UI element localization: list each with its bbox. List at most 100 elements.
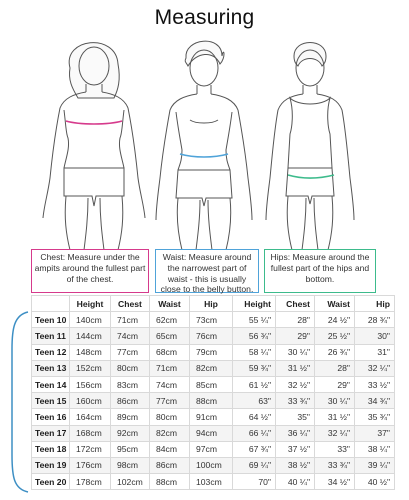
table-cell: 32 ¼" [314,424,355,442]
table-cell: 80cm [149,408,190,426]
measuring-figures-illustration [42,40,355,250]
size-label: Teen 19 [31,456,70,475]
table-cell: 59 ¾" [232,359,276,377]
table-cell: 76cm [189,327,233,345]
table-cell: 30 ¼" [314,392,355,410]
table-cell: 176cm [69,456,111,475]
table-cell: 34 ¾" [354,392,395,410]
table-cell: 55 ¼" [232,311,276,329]
table-row: Teen 17 168cm 92cm 82cm 94cm 66 ¼" 36 ¼" 32 ¼" 3… [31,424,395,442]
table-cell: 97cm [189,440,233,458]
table-cell: 29" [275,327,315,345]
table-cell: 38 ¼" [354,440,395,458]
table-cell: 71cm [149,359,190,377]
table-cell: 86cm [149,456,190,475]
table-cell: 88cm [149,473,190,491]
table-cell: 85cm [189,375,233,394]
column-header: Waist [314,294,355,313]
size-label: Teen 17 [31,424,70,442]
size-label: Teen 10 [31,311,70,329]
table-cell: 92cm [110,424,150,442]
table-cell: 164cm [69,408,111,426]
table-cell: 31" [354,343,395,361]
table-cell: 40 ½" [354,473,395,491]
table-cell: 26 ¾" [314,343,355,361]
table-row: Teen 19 176cm 98cm 86cm 100cm 69 ¼" 38 ½" 33 ¾"… [31,456,395,475]
table-cell: 30 ¼" [275,343,315,361]
table-cell: 70" [232,473,276,491]
table-cell: 28 ¾" [354,311,395,329]
table-cell: 33 ¾" [275,392,315,410]
table-cell: 37 ½" [275,440,315,458]
table-cell: 82cm [189,359,233,377]
table-row: Teen 18 172cm 95cm 84cm 97cm 67 ¾" 37 ½" 33" 38 … [31,440,395,458]
table-cell: 64 ½" [232,408,276,426]
table-cell: 74cm [110,327,150,345]
table-cell: 152cm [69,359,111,377]
size-label: Teen 11 [31,327,70,345]
column-header: Hip [189,294,233,313]
size-label: Teen 20 [31,473,70,491]
size-label: Teen 18 [31,440,70,458]
table-cell: 88cm [189,392,233,410]
table-cell: 84cm [149,440,190,458]
table-cell: 58 ¼" [232,343,276,361]
table-cell: 91cm [189,408,233,426]
table-cell: 77cm [149,392,190,410]
hips-callout: Hips: Measure around the fullest part of… [264,249,376,293]
table-cell: 102cm [110,473,150,491]
table-cell: 66 ¼" [232,424,276,442]
figure-waist [155,40,253,250]
table-cell: 98cm [110,456,150,475]
table-cell: 65cm [149,327,190,345]
table-cell: 40 ¼" [275,473,315,491]
table-header-row: Height Chest Waist Hip Height Chest Wais… [31,294,395,313]
table-cell: 172cm [69,440,111,458]
table-cell: 77cm [110,343,150,361]
table-cell: 32 ¼" [354,359,395,377]
table-cell: 67 ¾" [232,440,276,458]
table-row: Teen 15 160cm 86cm 77cm 88cm 63" 33 ¾" 30 ¼" 34 … [31,392,395,410]
size-range-brace [11,311,29,493]
table-cell: 36 ¼" [275,424,315,442]
table-cell: 71cm [110,311,150,329]
table-row: Teen 13 152cm 80cm 71cm 82cm 59 ¾" 31 ½" 28" 32 … [31,359,395,377]
table-cell: 33 ½" [354,375,395,394]
table-cell: 37" [354,424,395,442]
table-cell: 39 ¼" [354,456,395,475]
table-cell: 28" [275,311,315,329]
table-cell: 33 ¾" [314,456,355,475]
page-title: Measuring [154,6,255,29]
table-cell: 68cm [149,343,190,361]
table-cell: 25 ½" [314,327,355,345]
column-header: Waist [149,294,190,313]
table-cell: 28" [314,359,355,377]
table-cell: 35" [275,408,315,426]
waist-callout: Waist: Measure around the narrowest part… [155,249,259,294]
table-cell: 61 ½" [232,375,276,394]
table-cell: 103cm [189,473,233,491]
table-cell: 95cm [110,440,150,458]
figure-chest [42,42,146,250]
table-cell: 62cm [149,311,190,329]
column-header [31,294,70,313]
table-cell: 33" [314,440,355,458]
table-cell: 100cm [189,456,233,475]
column-header: Chest [110,294,150,313]
table-cell: 56 ¾" [232,327,276,345]
table-row: Teen 12 148cm 77cm 68cm 79cm 58 ¼" 30 ¼" 26 ¾" 3… [31,343,395,361]
size-label: Teen 15 [31,392,70,410]
table-cell: 35 ¾" [354,408,395,426]
table-cell: 38 ½" [275,456,315,475]
table-cell: 32 ½" [275,375,315,394]
table-cell: 69 ¼" [232,456,276,475]
table-cell: 29" [314,375,355,394]
table-cell: 30" [354,327,395,345]
table-cell: 31 ½" [275,359,315,377]
size-table: Height Chest Waist Hip Height Chest Wais… [31,294,395,491]
table-cell: 144cm [69,327,111,345]
table-cell: 156cm [69,375,111,394]
size-label: Teen 14 [31,375,70,394]
table-row: Teen 14 156cm 83cm 74cm 85cm 61 ½" 32 ½" 29" 33 … [31,375,395,394]
table-row: Teen 11 144cm 74cm 65cm 76cm 56 ¾" 29" 25 ½" 30" [31,327,395,345]
